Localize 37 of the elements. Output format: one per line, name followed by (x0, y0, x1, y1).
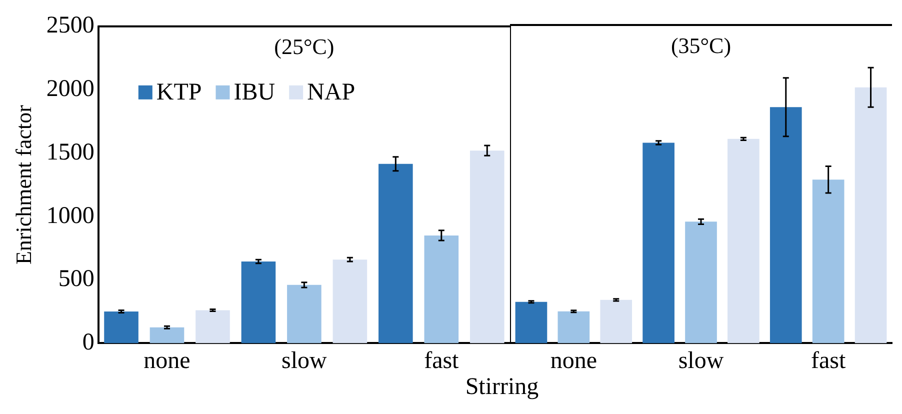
y-tick-label: 1500 (46, 139, 94, 166)
legend-label: NAP (307, 80, 356, 106)
y-tick-label: 2000 (46, 76, 94, 102)
bar (642, 142, 674, 344)
bar (196, 310, 230, 344)
y-tick-label: 500 (58, 266, 94, 292)
bar (812, 180, 844, 344)
legend-label: KTP (156, 80, 202, 106)
bar (470, 150, 504, 344)
bar (241, 261, 276, 344)
bar (332, 260, 368, 344)
y-axis-title: Enrichment factor (10, 104, 36, 265)
bar (515, 302, 548, 344)
bar (150, 327, 184, 344)
x-tick-label: none (144, 348, 190, 374)
bar (104, 312, 138, 344)
bar (600, 300, 632, 344)
x-tick-label: fast (424, 348, 460, 374)
annotation: (25°C) (274, 34, 334, 60)
bar (770, 107, 802, 344)
y-tick-label: 0 (82, 329, 94, 356)
bar (685, 222, 717, 344)
x-tick-label: slow (678, 348, 724, 374)
x-tick-label: none (550, 348, 597, 374)
annotation: (35°C) (670, 32, 732, 58)
bar (287, 284, 322, 344)
bar (378, 164, 413, 344)
bar (854, 87, 887, 344)
bar (728, 138, 760, 344)
y-tick-label: 2500 (46, 12, 94, 39)
x-tick-label: slow (282, 348, 328, 374)
bar (558, 311, 590, 344)
y-tick-label: 1000 (46, 202, 94, 229)
x-tick-label: fast (811, 348, 846, 374)
x-axis-title: Stirring (464, 374, 540, 400)
bar (424, 235, 459, 344)
legend-label: IBU (234, 80, 276, 106)
